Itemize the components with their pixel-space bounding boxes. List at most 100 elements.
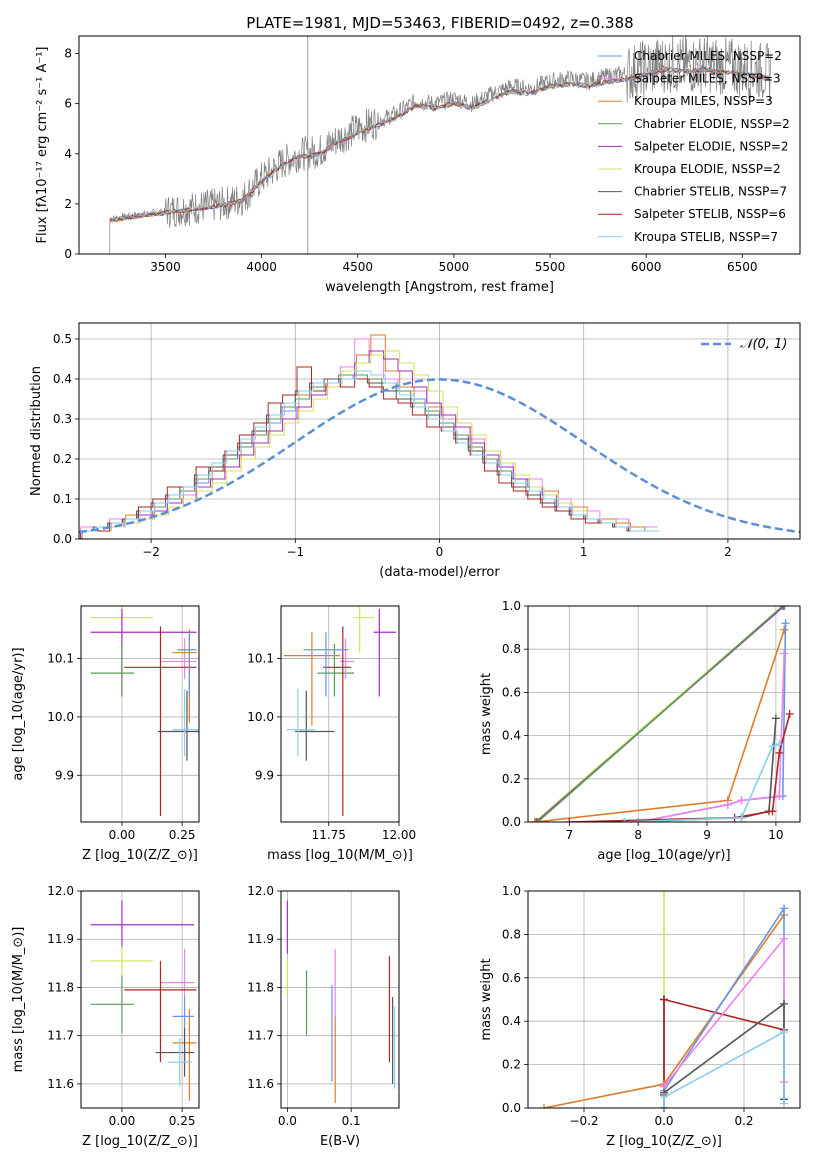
panel-6: 0.00 0.25 11.6 11.7 11.8 11.9 12.0 Z [log_10(Z/…	[11, 884, 200, 1149]
mass-weight-marker	[775, 748, 784, 757]
error-bar-point	[373, 608, 397, 697]
y-axis-label: mass [log_10(M/M_⊙)]	[11, 927, 26, 1073]
error-bar-point	[286, 688, 315, 757]
histogram-series	[79, 378, 656, 539]
y-tick-label: 0.4	[502, 729, 521, 743]
legend-label: Chabrier STELIB, NSSP=7	[634, 185, 787, 199]
plot-area	[286, 900, 396, 1104]
y-tick-label: 0.4	[53, 372, 72, 386]
mass-weight-line	[663, 1002, 785, 1108]
y-tick-label: 12.0	[47, 884, 74, 898]
error-bar-point	[160, 948, 195, 998]
y-tick-label: 0.6	[502, 685, 521, 699]
error-bar-point	[90, 946, 154, 976]
x-tick-label: 0.0	[278, 1114, 297, 1128]
axes-frame	[280, 605, 400, 823]
mass-weight-marker	[660, 891, 668, 895]
x-tick-label: 0.0	[654, 1114, 673, 1128]
error-bar-point	[124, 626, 197, 817]
mass-weight-line	[663, 905, 785, 1108]
y-tick-label: 12.0	[247, 884, 274, 898]
x-tick-label: 6000	[631, 260, 662, 274]
y-tick-label: 11.9	[47, 932, 74, 946]
error-bar-point	[354, 606, 374, 653]
x-tick-label: −1	[286, 545, 304, 559]
y-tick-label: 0.2	[502, 772, 521, 786]
panel-7: 0.0 0.1 11.6 11.7 11.8 11.9 12.0 E(B-V)	[247, 884, 400, 1149]
mass-weight-marker	[780, 606, 789, 610]
x-tick-label: 4000	[246, 260, 277, 274]
error-bar-point	[172, 688, 199, 757]
error-bar-point	[90, 900, 195, 949]
legend-label: Salpeter ELODIE, NSSP=2	[634, 139, 789, 153]
error-bar-point	[155, 1028, 195, 1077]
y-tick-label: 0.0	[502, 815, 521, 829]
mass-weight-marker	[780, 1028, 788, 1037]
histogram-series	[80, 366, 658, 539]
histogram-series	[81, 350, 660, 539]
y-tick-label: 11.6	[247, 1077, 274, 1091]
plot-area	[90, 606, 199, 817]
legend-label: Kroupa ELODIE, NSSP=2	[634, 162, 781, 176]
y-tick-label: 4	[64, 147, 72, 161]
error-bar-point	[177, 632, 197, 697]
panel-3: 0.00 0.25 9.9 10.0 10.1 Z [log_10(Z/Z_⊙)] age …	[11, 605, 200, 863]
mass-weight-marker	[768, 807, 777, 816]
y-tick-label: 0.8	[502, 642, 521, 656]
y-axis-label: age [log_10(age/yr)]	[11, 647, 26, 780]
y-tick-label: 11.7	[47, 1029, 74, 1043]
error-bar-point	[158, 690, 199, 761]
x-tick-label: 9	[703, 828, 711, 842]
y-tick-label: 0	[64, 247, 72, 261]
mass-weight-marker	[530, 818, 539, 822]
normal-reference-curve	[79, 378, 800, 534]
x-axis-label: Z [log_10(Z/Z_⊙)]	[82, 1134, 198, 1149]
plot-area	[283, 606, 397, 817]
y-axis-label: mass weight	[479, 673, 494, 755]
y-tick-label: 1.0	[502, 884, 521, 898]
mass-weight-line	[663, 936, 785, 1108]
axes-frame	[78, 322, 801, 540]
mass-weight-marker	[780, 1099, 788, 1108]
mass-weight-marker	[768, 742, 777, 751]
mass-weight-marker	[737, 813, 746, 822]
legend-label: Salpeter MILES, NSSP=3	[634, 72, 781, 86]
mass-weight-marker	[775, 792, 784, 801]
x-tick-label: 0.00	[109, 1114, 136, 1128]
mass-weight-line	[624, 743, 780, 822]
legend-label: Chabrier MILES, NSSP=2	[634, 49, 782, 63]
mass-weight-marker	[781, 619, 790, 628]
y-tick-label: 0.5	[53, 332, 72, 346]
x-axis-label: age [log_10(age/yr)]	[597, 848, 730, 863]
mass-weight-line	[638, 653, 785, 822]
mass-weight-marker	[780, 934, 788, 943]
mass-weight-marker	[771, 714, 780, 723]
y-tick-label: 0.0	[53, 532, 72, 546]
error-bar-point	[160, 638, 197, 679]
y-axis-label: Normed distribution	[29, 366, 44, 496]
x-axis-label: mass [log_10(M/M_⊙)]	[267, 848, 413, 863]
y-tick-label: 6	[64, 97, 72, 111]
mass-weight-line	[663, 1030, 785, 1108]
mass-weight-marker	[785, 710, 794, 718]
y-axis-label: Flux [fλ10⁻¹⁷ erg cm⁻² s⁻¹ A⁻¹]	[35, 47, 50, 244]
y-tick-label: 9.9	[255, 768, 274, 782]
x-axis-label: (data-model)/error	[379, 565, 500, 580]
axes-frame	[78, 35, 801, 255]
mass-weight-marker	[634, 818, 643, 822]
mass-weight-marker	[533, 818, 542, 822]
mass-weight-marker	[775, 740, 784, 749]
mass-weight-marker	[780, 625, 789, 634]
model-spectrum	[109, 67, 770, 222]
histogram-series	[81, 370, 660, 539]
mass-weight-marker	[532, 818, 541, 822]
y-tick-label: 11.8	[47, 980, 74, 994]
panel-5: 7 8 9 10 0.0 0.2 0.4 0.6 0.8 1.0 age [log_10(age/y…	[479, 599, 801, 863]
y-tick-label: 10.0	[47, 710, 74, 724]
panel-8: −0.2 0.0 0.2 0.0 0.2 0.4 0.6 0.8 1.0 Z [log_10(Z/…	[479, 884, 801, 1149]
legend-label: Kroupa STELIB, NSSP=7	[634, 230, 778, 244]
x-axis-label: Z [log_10(Z/Z_⊙)]	[82, 848, 198, 863]
axes-frame	[80, 890, 200, 1109]
x-axis-label: E(B-V)	[320, 1134, 360, 1149]
x-tick-label: 1	[580, 545, 588, 559]
